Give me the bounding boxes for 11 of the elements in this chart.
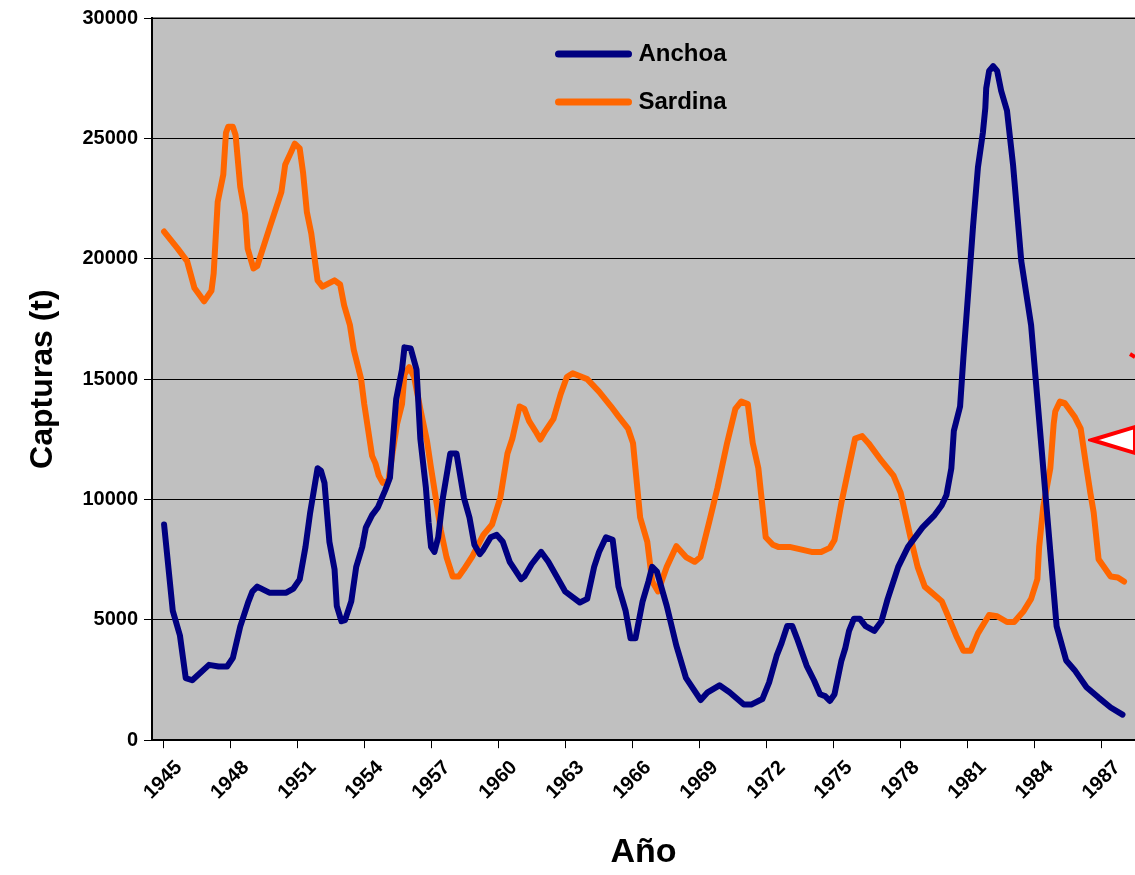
y-tick-label: 15000 xyxy=(82,366,139,389)
y-tick-label: 0 xyxy=(126,727,139,750)
x-axis-title: Año xyxy=(610,830,677,869)
y-tick-label: 20000 xyxy=(82,246,139,269)
legend-label: Anchoa xyxy=(638,38,728,66)
y-axis-title: Capturas (t) xyxy=(23,289,60,469)
legend-label: Sardina xyxy=(638,86,728,114)
y-tick-label: 25000 xyxy=(82,125,139,148)
y-tick-label: 5000 xyxy=(93,607,139,630)
y-tick-label: 30000 xyxy=(82,5,139,28)
y-tick-label: 10000 xyxy=(82,486,139,509)
